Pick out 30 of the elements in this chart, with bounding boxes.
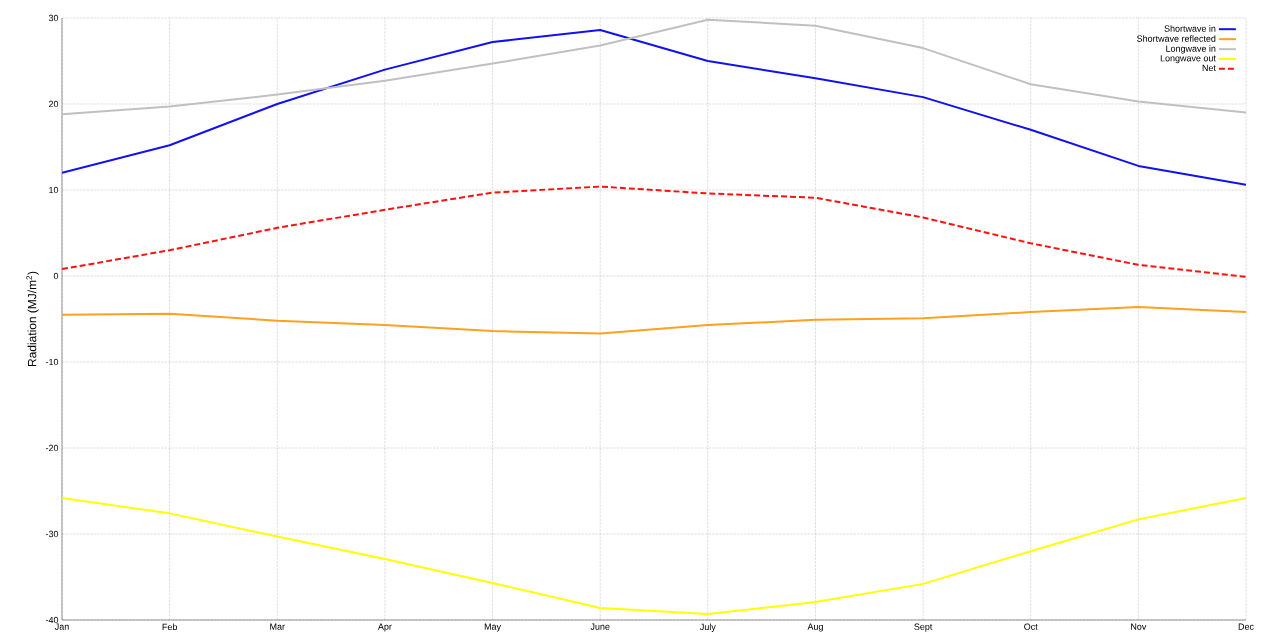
x-tick-label: Mar [270,623,285,630]
x-tick-label: Sept [914,623,933,632]
line-series [62,496,1247,615]
y-tick-label: 10 [49,186,59,194]
x-tick-label: Oct [1024,623,1038,630]
line-series [62,185,1247,278]
x-tick-label: May [484,623,501,632]
line-series [62,18,1247,116]
y-tick-label: -10 [45,358,59,366]
y-tick-label: -20 [45,444,59,452]
x-tick-label: July [699,623,716,632]
legend-label: Longwave in [1166,45,1216,54]
y-tick-label: 0 [53,272,59,280]
x-tick-label: Nov [1131,623,1147,630]
y-tick-label: -30 [45,530,59,538]
x-tick-label: Feb [162,623,177,631]
y-tick-label: 30 [48,14,59,22]
x-tick-label: June [590,623,610,630]
y-tick-label: 20 [48,100,59,108]
legend-label: Net [1202,64,1216,72]
legend-label: Longwave out [1160,55,1216,64]
x-tick-label: Aug [807,623,823,632]
line-series [62,305,1247,335]
legend-label: Shortwave in [1164,25,1216,32]
x-tick-label: Jan [54,623,69,630]
y-axis-title: Radiation (MJ/m$^{2}$) [26,271,39,366]
x-tick-label: Apr [377,623,392,632]
x-tick-label: Dec [1238,623,1254,630]
y-tick-label: -40 [45,616,59,624]
legend-label: Shortwave reflected [1137,35,1216,42]
